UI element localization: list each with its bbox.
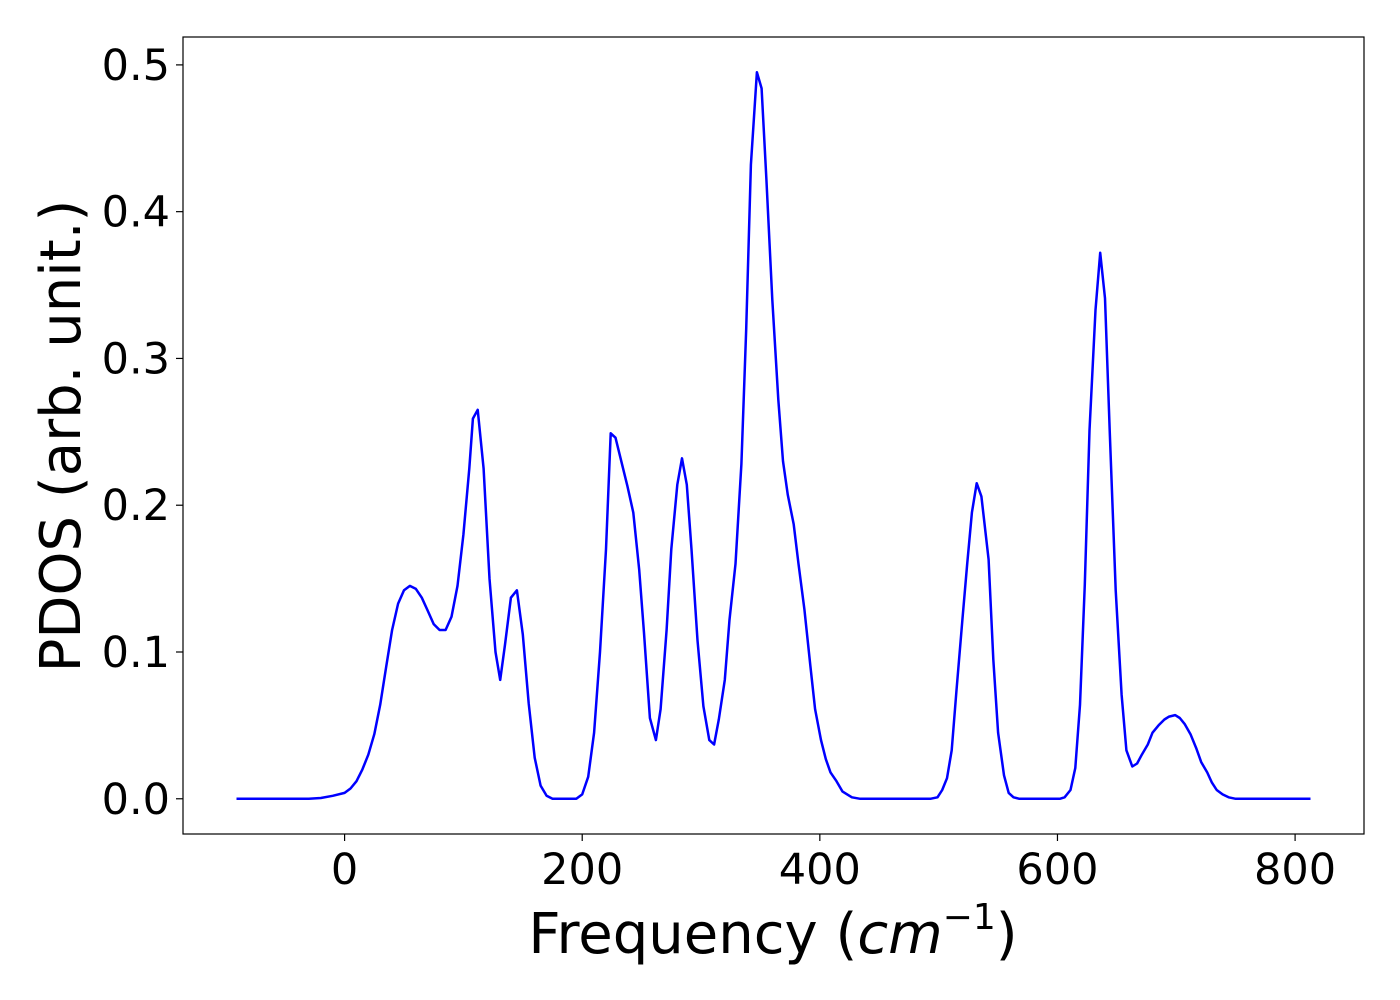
plot-frame xyxy=(182,36,1365,835)
y-tick-label: 0.0 xyxy=(102,775,170,825)
y-tick-label: 0.5 xyxy=(102,41,170,91)
x-tick-label: 800 xyxy=(1254,845,1336,895)
x-tick-label: 600 xyxy=(1016,845,1098,895)
x-tick-label: 200 xyxy=(541,845,623,895)
x-tick-label: 400 xyxy=(779,845,861,895)
y-tick-label: 0.4 xyxy=(102,188,170,238)
y-axis-label: PDOS (arb. unit.) xyxy=(29,200,94,673)
y-tick-label: 0.3 xyxy=(102,334,170,384)
y-tick-label: 0.2 xyxy=(102,481,170,531)
x-tick-label: 0 xyxy=(331,845,358,895)
x-axis-label: Frequency (cm−1) xyxy=(528,897,1017,967)
data-line xyxy=(236,70,1311,801)
y-tick-label: 0.1 xyxy=(102,628,170,678)
